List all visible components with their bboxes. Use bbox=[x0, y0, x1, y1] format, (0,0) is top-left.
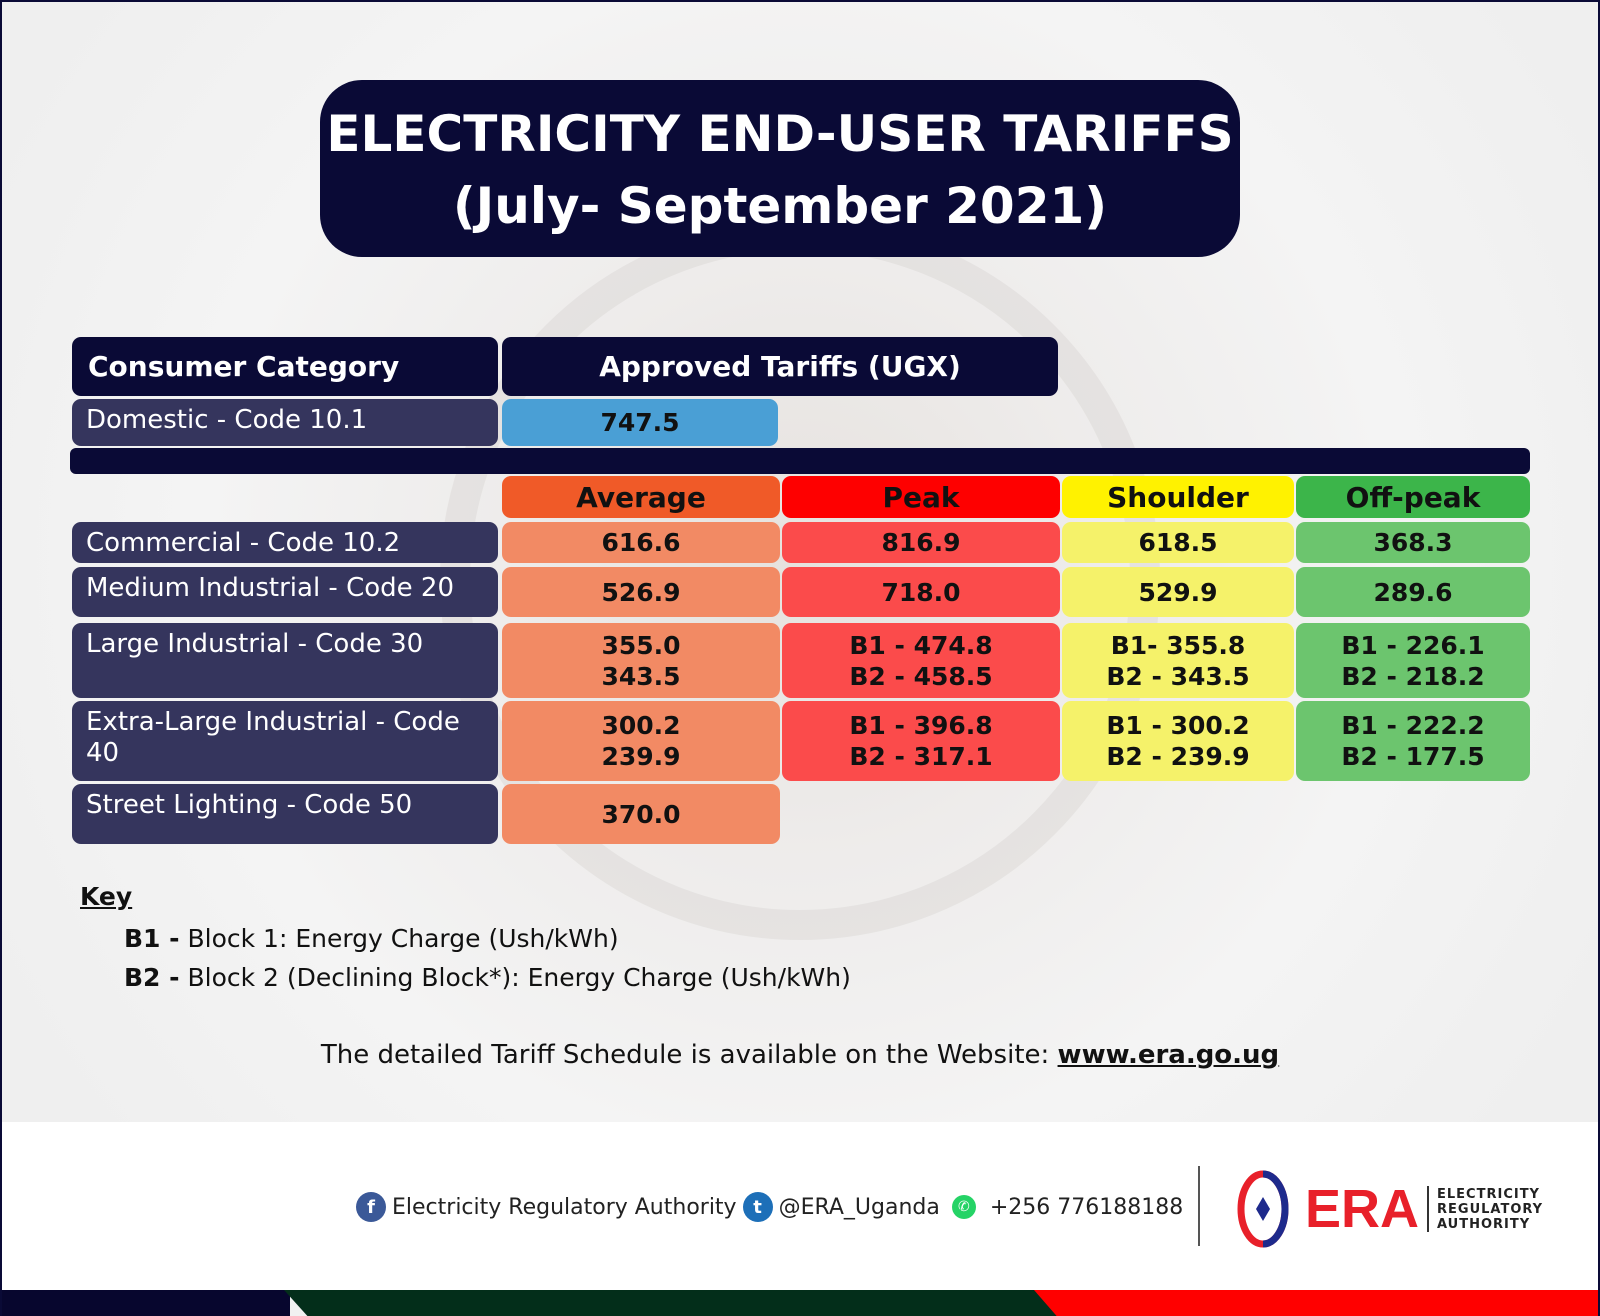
logo-divider bbox=[1427, 1186, 1430, 1232]
stripe-navy bbox=[0, 1290, 290, 1316]
col-header-offpeak: Off-peak bbox=[1296, 476, 1530, 518]
tariff-value: B1 - 222.2 bbox=[1341, 711, 1485, 740]
website-link[interactable]: www.era.go.ug bbox=[1057, 1040, 1280, 1070]
tariff-value: B2 - 343.5 bbox=[1106, 661, 1250, 691]
row-label: Extra-Large Industrial - Code 40 bbox=[72, 701, 498, 781]
cell-peak: B1 - 396.8 B2 - 317.1 bbox=[782, 701, 1060, 781]
whatsapp-icon[interactable]: ✆ bbox=[951, 1195, 976, 1219]
cell-peak: 718.0 bbox=[782, 567, 1060, 617]
era-logo: ERA ELECTRICITY REGULATORY AUTHORITY bbox=[1235, 1170, 1543, 1248]
tariff-value: 368.3 bbox=[1373, 528, 1453, 557]
tariff-value: 343.5 bbox=[601, 661, 681, 691]
row-label: Commercial - Code 10.2 bbox=[72, 522, 498, 563]
tariff-value: B2 - 458.5 bbox=[849, 661, 993, 691]
cell-shoulder: B1 - 300.2 B2 - 239.9 bbox=[1062, 701, 1294, 781]
website-note: The detailed Tariff Schedule is availabl… bbox=[0, 1040, 1600, 1070]
header-approved-tariffs: Approved Tariffs (UGX) bbox=[502, 337, 1058, 396]
key-text: Block 1: Energy Charge (Ush/kWh) bbox=[179, 924, 619, 953]
tariff-value: 239.9 bbox=[601, 742, 681, 771]
era-emblem-icon bbox=[1237, 1170, 1289, 1248]
col-header-shoulder: Shoulder bbox=[1062, 476, 1294, 518]
twitter-icon[interactable]: t bbox=[742, 1192, 773, 1222]
cell-shoulder: 618.5 bbox=[1062, 522, 1294, 563]
tariff-value: 529.9 bbox=[1138, 577, 1218, 607]
twitter-handle[interactable]: @ERA_Uganda bbox=[778, 1194, 940, 1220]
key-item-b2: B2 - Block 2 (Declining Block*): Energy … bbox=[124, 958, 851, 997]
page-title: ELECTRICITY END-USER TARIFFS (July- Sept… bbox=[320, 80, 1240, 257]
key-legend: Key B1 - Block 1: Energy Charge (Ush/kWh… bbox=[80, 882, 851, 997]
tariff-value: B1 - 396.8 bbox=[849, 711, 993, 740]
logo-sub-line: REGULATORY bbox=[1437, 1201, 1544, 1217]
cell-offpeak: 289.6 bbox=[1296, 567, 1530, 617]
row-label: Street Lighting - Code 50 bbox=[72, 784, 498, 844]
tariff-value: 289.6 bbox=[1373, 577, 1453, 607]
tariff-value: B1- 355.8 bbox=[1110, 630, 1246, 660]
cell-shoulder: B1- 355.8 B2 - 343.5 bbox=[1062, 623, 1294, 698]
tariff-value: 718.0 bbox=[881, 577, 961, 607]
cell-offpeak: 368.3 bbox=[1296, 522, 1530, 563]
whatsapp-number[interactable]: +256 776188188 bbox=[989, 1194, 1184, 1220]
era-logo-text: ERA bbox=[1305, 1179, 1420, 1239]
cell-average: 526.9 bbox=[502, 567, 780, 617]
cell-shoulder: 529.9 bbox=[1062, 567, 1294, 617]
key-code: B2 - bbox=[124, 963, 180, 992]
tariff-value: 355.0 bbox=[601, 630, 681, 660]
cell-offpeak: B1 - 226.1 B2 - 218.2 bbox=[1296, 623, 1530, 698]
title-line-1: ELECTRICITY END-USER TARIFFS bbox=[326, 105, 1234, 163]
col-header-peak: Peak bbox=[782, 476, 1060, 518]
tariff-value: 618.5 bbox=[1138, 528, 1218, 557]
row-label: Large Industrial - Code 30 bbox=[72, 623, 498, 698]
row-label-domestic: Domestic - Code 10.1 bbox=[72, 399, 498, 446]
key-item-b1: B1 - Block 1: Energy Charge (Ush/kWh) bbox=[124, 919, 851, 958]
cell-offpeak: B1 - 222.2 B2 - 177.5 bbox=[1296, 701, 1530, 781]
tariff-value: 300.2 bbox=[601, 711, 681, 740]
tariff-value: 816.9 bbox=[881, 528, 961, 557]
cell-peak: B1 - 474.8 B2 - 458.5 bbox=[782, 623, 1060, 698]
tariff-value: B2 - 317.1 bbox=[849, 742, 993, 771]
title-line-2: (July- September 2021) bbox=[452, 177, 1108, 235]
stripe-red bbox=[1034, 1290, 1600, 1316]
social-links: f Electricity Regulatory Authority t @ER… bbox=[356, 1192, 1183, 1222]
cell-average: 300.2 239.9 bbox=[502, 701, 780, 781]
cell-average: 355.0 343.5 bbox=[502, 623, 780, 698]
cell-average: 370.0 bbox=[502, 784, 780, 844]
row-label: Medium Industrial - Code 20 bbox=[72, 567, 498, 617]
tariff-value: B1 - 300.2 bbox=[1106, 711, 1250, 740]
key-title: Key bbox=[80, 882, 133, 911]
key-code: B1 - bbox=[124, 924, 180, 953]
tariff-value: 526.9 bbox=[601, 577, 681, 607]
tariff-value: B2 - 177.5 bbox=[1341, 742, 1485, 771]
tariff-value: B1 - 474.8 bbox=[849, 630, 993, 660]
tariff-value: B2 - 239.9 bbox=[1106, 742, 1250, 771]
facebook-label[interactable]: Electricity Regulatory Authority bbox=[392, 1194, 737, 1220]
logo-sub-line: ELECTRICITY bbox=[1437, 1186, 1540, 1202]
divider-bar bbox=[70, 448, 1530, 474]
header-consumer-category: Consumer Category bbox=[72, 337, 498, 396]
domestic-value: 747.5 bbox=[502, 399, 778, 446]
cell-peak: 816.9 bbox=[782, 522, 1060, 563]
col-header-average: Average bbox=[502, 476, 780, 518]
tariff-value: B1 - 226.1 bbox=[1341, 630, 1485, 660]
logo-sub-line: AUTHORITY bbox=[1437, 1216, 1531, 1232]
tariff-value: 370.0 bbox=[601, 799, 681, 829]
tariff-value: B2 - 218.2 bbox=[1341, 661, 1485, 691]
facebook-icon[interactable]: f bbox=[356, 1192, 386, 1222]
cell-average: 616.6 bbox=[502, 522, 780, 563]
website-text: The detailed Tariff Schedule is availabl… bbox=[320, 1040, 1058, 1070]
key-text: Block 2 (Declining Block*): Energy Charg… bbox=[179, 963, 851, 992]
footer-divider bbox=[1198, 1166, 1200, 1246]
era-logo-subtitle: ELECTRICITY REGULATORY AUTHORITY bbox=[1437, 1187, 1543, 1232]
footer bbox=[0, 1122, 1600, 1290]
tariff-value: 616.6 bbox=[601, 528, 681, 557]
stripe-green bbox=[284, 1290, 1064, 1316]
